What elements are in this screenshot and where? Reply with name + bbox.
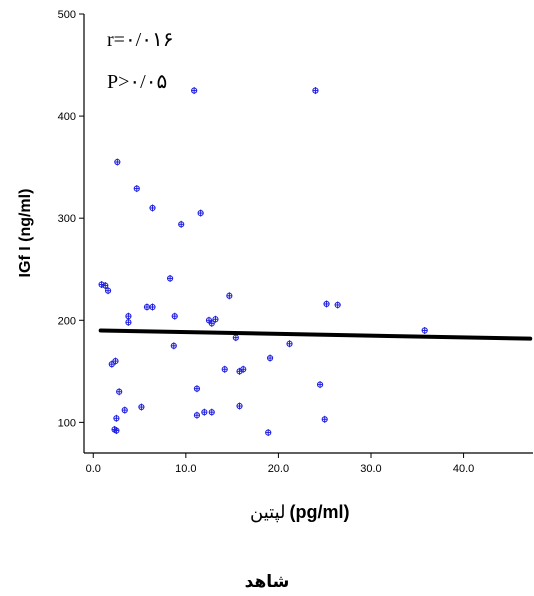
data-points <box>98 87 428 437</box>
x-axis-label-fa: لپتین <box>250 502 286 522</box>
data-point <box>421 326 428 334</box>
data-point <box>266 354 274 362</box>
data-point <box>149 204 156 212</box>
data-point <box>236 402 243 410</box>
data-point <box>201 408 208 416</box>
data-point <box>193 411 201 419</box>
x-axis-label: لپتین (pg/ml) <box>250 502 430 530</box>
data-point <box>197 209 204 217</box>
data-point <box>208 319 215 327</box>
data-point <box>191 87 198 95</box>
data-point <box>133 185 140 193</box>
x-tick-label: 30.0 <box>360 463 381 475</box>
data-point <box>221 365 228 373</box>
y-tick-label: 300 <box>58 213 76 225</box>
data-point <box>265 429 272 437</box>
x-tick-label: 40.0 <box>453 463 474 475</box>
fit-line <box>98 328 533 341</box>
data-point <box>286 340 293 348</box>
data-point <box>138 403 145 411</box>
data-point <box>212 315 219 323</box>
data-point <box>171 312 178 320</box>
x-tick-label: 20.0 <box>268 463 289 475</box>
data-point <box>232 334 239 342</box>
y-axis-label: IGf I (ng/ml) <box>17 189 34 278</box>
data-point <box>208 408 215 416</box>
y-tick-label: 100 <box>58 417 76 429</box>
correlation-annotation: r=۰/۰۱۶ <box>107 29 173 51</box>
data-point <box>114 158 121 166</box>
data-point <box>193 385 201 393</box>
y-tick-label: 400 <box>58 111 76 123</box>
x-axis-label-unit: (pg/ml) <box>289 502 350 522</box>
data-point <box>113 414 120 422</box>
data-point <box>226 292 233 300</box>
data-point <box>166 274 174 282</box>
p-value-annotation: P>۰/۰۵ <box>107 71 167 93</box>
data-point <box>321 415 328 423</box>
group-caption: شاهد <box>244 572 290 592</box>
data-point <box>334 301 341 309</box>
data-point <box>125 318 132 326</box>
data-point <box>316 381 324 389</box>
data-point <box>125 312 132 320</box>
y-tick-label: 500 <box>58 9 76 21</box>
data-point <box>116 388 123 396</box>
data-point <box>112 357 119 365</box>
x-tick-label: 10.0 <box>175 463 196 475</box>
data-point <box>240 365 247 373</box>
data-point <box>108 360 115 368</box>
axes: 100 200 300 400 500 0.0 10.0 20.0 30.0 40.0 <box>58 9 533 475</box>
data-point <box>170 342 177 350</box>
data-point <box>113 427 120 435</box>
data-point <box>121 406 128 414</box>
data-point <box>104 287 112 295</box>
x-tick-label: 0.0 <box>86 463 101 475</box>
data-point <box>98 281 105 289</box>
data-point <box>323 300 330 308</box>
y-tick-label: 200 <box>58 315 76 327</box>
data-point <box>149 303 156 311</box>
data-point <box>312 87 319 95</box>
fit-line-group <box>98 328 533 341</box>
data-point <box>102 282 109 290</box>
data-point <box>178 220 185 228</box>
data-point <box>143 303 151 311</box>
